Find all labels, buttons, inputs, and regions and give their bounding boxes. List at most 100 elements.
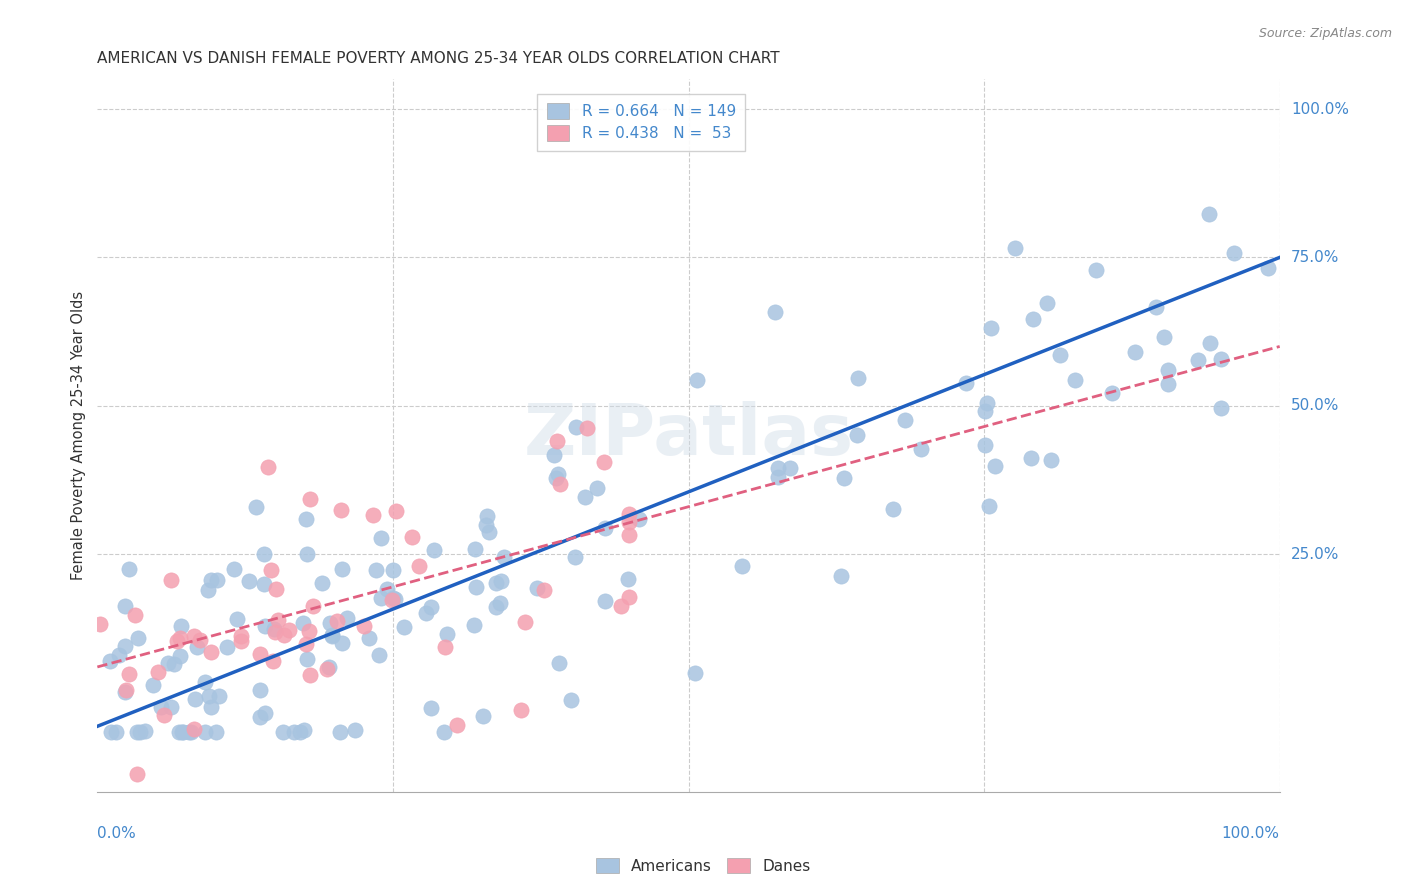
Point — [1049, 348, 1071, 362]
Text: AMERICAN VS DANISH FEMALE POVERTY AMONG 25-34 YEAR OLDS CORRELATION CHART: AMERICAN VS DANISH FEMALE POVERTY AMONG … — [97, 51, 780, 66]
Point — [834, 471, 856, 485]
Point — [370, 591, 392, 605]
Point — [586, 482, 609, 496]
Point — [183, 723, 205, 737]
Point — [229, 629, 252, 643]
Point — [548, 476, 571, 491]
Point — [180, 725, 202, 739]
Point — [329, 725, 352, 739]
Point — [1157, 363, 1180, 377]
Point — [253, 547, 276, 561]
Point — [353, 618, 375, 632]
Point — [415, 607, 437, 621]
Point — [124, 608, 146, 623]
Point — [526, 581, 548, 595]
Point — [1123, 344, 1146, 359]
Text: 100.0%: 100.0% — [1222, 826, 1279, 841]
Point — [381, 563, 404, 577]
Point — [683, 665, 706, 680]
Point — [186, 640, 208, 654]
Point — [976, 396, 998, 410]
Point — [298, 668, 321, 682]
Point — [547, 656, 569, 670]
Point — [344, 723, 367, 738]
Point — [118, 667, 141, 681]
Point — [254, 706, 277, 720]
Point — [485, 599, 508, 614]
Point — [1085, 263, 1108, 277]
Point — [1153, 329, 1175, 343]
Point — [222, 562, 245, 576]
Point — [330, 562, 353, 576]
Point — [766, 469, 789, 483]
Point — [262, 654, 284, 668]
Point — [105, 725, 128, 739]
Point — [509, 703, 531, 717]
Point — [292, 615, 315, 630]
Point — [321, 630, 343, 644]
Point — [294, 636, 316, 650]
Point — [489, 596, 512, 610]
Point — [475, 508, 498, 523]
Point — [160, 700, 183, 714]
Y-axis label: Female Poverty Among 25-34 Year Olds: Female Poverty Among 25-34 Year Olds — [72, 291, 86, 580]
Point — [593, 594, 616, 608]
Point — [619, 528, 641, 542]
Point — [766, 461, 789, 475]
Point — [249, 682, 271, 697]
Point — [846, 371, 869, 385]
Point — [125, 766, 148, 780]
Text: 25.0%: 25.0% — [1291, 547, 1339, 562]
Point — [169, 631, 191, 645]
Point — [170, 725, 193, 739]
Point — [763, 305, 786, 319]
Point — [422, 542, 444, 557]
Point — [245, 500, 267, 514]
Point — [149, 700, 172, 714]
Text: 0.0%: 0.0% — [97, 826, 136, 841]
Point — [208, 689, 231, 703]
Point — [277, 623, 299, 637]
Text: Source: ZipAtlas.com: Source: ZipAtlas.com — [1258, 27, 1392, 40]
Point — [472, 708, 495, 723]
Point — [118, 562, 141, 576]
Point — [127, 725, 149, 739]
Text: 75.0%: 75.0% — [1291, 250, 1339, 265]
Point — [294, 511, 316, 525]
Point — [882, 502, 904, 516]
Point — [231, 634, 253, 648]
Point — [463, 617, 485, 632]
Point — [375, 582, 398, 596]
Point — [152, 707, 174, 722]
Point — [478, 524, 501, 539]
Point — [249, 710, 271, 724]
Point — [194, 725, 217, 739]
Point — [973, 404, 995, 418]
Point — [1187, 353, 1209, 368]
Point — [318, 660, 340, 674]
Point — [1157, 376, 1180, 391]
Point — [436, 627, 458, 641]
Point — [1063, 373, 1085, 387]
Point — [263, 622, 285, 636]
Point — [565, 420, 588, 434]
Point — [485, 575, 508, 590]
Point — [1144, 300, 1167, 314]
Point — [190, 632, 212, 647]
Point — [326, 614, 349, 628]
Point — [1198, 207, 1220, 221]
Point — [330, 636, 353, 650]
Point — [336, 610, 359, 624]
Point — [547, 467, 569, 482]
Point — [464, 541, 486, 556]
Point — [1022, 312, 1045, 326]
Point — [1223, 246, 1246, 260]
Point — [197, 582, 219, 597]
Point — [321, 628, 343, 642]
Point — [294, 723, 316, 737]
Point — [114, 685, 136, 699]
Point — [494, 549, 516, 564]
Point — [381, 593, 404, 607]
Point — [238, 574, 260, 588]
Point — [446, 718, 468, 732]
